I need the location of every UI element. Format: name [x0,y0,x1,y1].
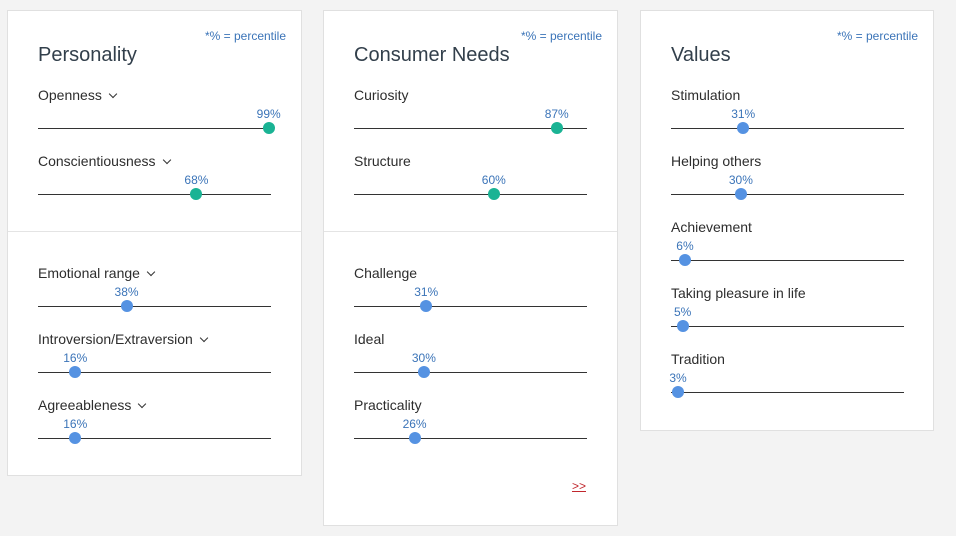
slider-track [38,128,271,129]
slider-track [671,128,904,129]
values-card: *% = percentile Values Stimulation 31% H… [640,10,934,431]
trait-openness: Openness 99% [38,87,281,137]
card-title: Consumer Needs [354,44,510,66]
slider-dot [120,300,133,312]
trait-introversion-extraversion: Introversion/Extraversion 16% [38,331,271,381]
divider [324,231,617,232]
slider-track [38,194,271,195]
trait-name: Achievement [671,219,752,235]
slider-track [354,306,587,307]
slider-dot [69,366,82,378]
percent-label: 31% [414,285,439,299]
chevron-down-icon[interactable] [138,399,147,409]
percent-label: 30% [728,173,753,187]
percentile-note: *% = percentile [204,29,286,43]
trait-label-dropdown[interactable]: Emotional range [38,265,156,281]
trait-emotional-range: Emotional range 38% [38,265,271,315]
chevron-down-icon[interactable] [199,333,209,343]
slider-dot [671,386,684,398]
trait-name: Openness [38,87,102,103]
need-curiosity: Curiosity 87% [354,87,587,137]
slider-track [354,372,587,373]
trait-name: Conscientiousness [38,153,156,169]
percent-label: 16% [63,351,88,365]
need-challenge: Challenge 31% [354,265,587,315]
need-practicality: Practicality 26% [354,397,587,447]
need-structure: Structure 60% [354,153,587,203]
percent-label: 30% [411,351,436,365]
trait-name: Practicality [354,397,422,413]
slider-dot [734,188,747,200]
percent-label: 60% [481,173,506,187]
trait-conscientiousness: Conscientiousness 68% [38,153,271,203]
need-ideal: Ideal 30% [354,331,587,381]
percent-label: 3% [669,371,687,385]
trait-name: Ideal [354,331,385,347]
trait-label-dropdown[interactable]: Conscientiousness [38,153,171,169]
trait-name: Stimulation [671,87,741,103]
slider-track [354,194,587,195]
trait-name: Tradition [671,351,725,367]
percentile-note: *% = percentile [836,29,918,43]
slider-dot [737,122,750,134]
percent-label: 87% [544,107,569,121]
value-stimulation: Stimulation 31% [671,87,904,137]
value-taking-pleasure-in-life: Taking pleasure in life 5% [671,285,904,335]
card-title: Values [671,44,731,66]
slider-dot [190,188,203,200]
trait-name: Introversion/Extraversion [38,331,193,347]
trait-name: Emotional range [38,265,140,281]
trait-name: Helping others [671,153,762,169]
slider-track [354,128,587,129]
trait-label-dropdown[interactable]: Introversion/Extraversion [38,331,209,347]
trait-name: Agreeableness [38,397,132,413]
trait-name: Curiosity [354,87,409,103]
percentile-note: *% = percentile [520,29,602,43]
value-helping-others: Helping others 30% [671,153,904,203]
slider-dot [420,300,433,312]
trait-agreeableness: Agreeableness 16% [38,397,271,447]
percent-label: 5% [673,305,692,319]
slider-track [671,260,904,261]
slider-track [38,306,271,307]
slider-dot [676,320,689,332]
slider-dot [678,254,691,266]
percent-label: 26% [402,417,427,431]
chevron-down-icon[interactable] [162,155,171,165]
percent-label: 38% [114,285,139,299]
value-tradition: Tradition 3% [669,351,904,401]
slider-dot [487,188,500,200]
slider-track [354,438,587,439]
slider-dot [69,432,82,444]
percent-label: 16% [63,417,88,431]
chevron-down-icon[interactable] [146,267,156,277]
trait-label-dropdown[interactable]: Agreeableness [38,397,147,413]
trait-name: Structure [354,153,411,169]
trait-label-dropdown[interactable]: Openness [38,87,118,103]
personality-card: *% = percentile Personality Openness 99%… [7,10,302,476]
slider-dot [408,432,421,444]
consumer-needs-card: *% = percentile Consumer Needs Curiosity… [323,10,618,526]
slider-dot [550,122,563,134]
slider-track [38,372,271,373]
percent-label: 68% [184,173,209,187]
trait-name: Taking pleasure in life [671,285,806,301]
slider-track [671,326,904,327]
slider-track [671,392,904,393]
card-title: Personality [38,44,137,66]
percent-label: 99% [256,107,281,121]
slider-dot [262,122,275,134]
slider-track [671,194,904,195]
chevron-down-icon[interactable] [108,89,118,99]
percent-label: 31% [731,107,756,121]
divider [8,231,301,232]
more-link[interactable]: >> [571,479,586,493]
slider-dot [417,366,430,378]
trait-name: Challenge [354,265,418,281]
percent-label: 6% [676,239,694,253]
slider-track [38,438,271,439]
value-achievement: Achievement 6% [671,219,904,269]
